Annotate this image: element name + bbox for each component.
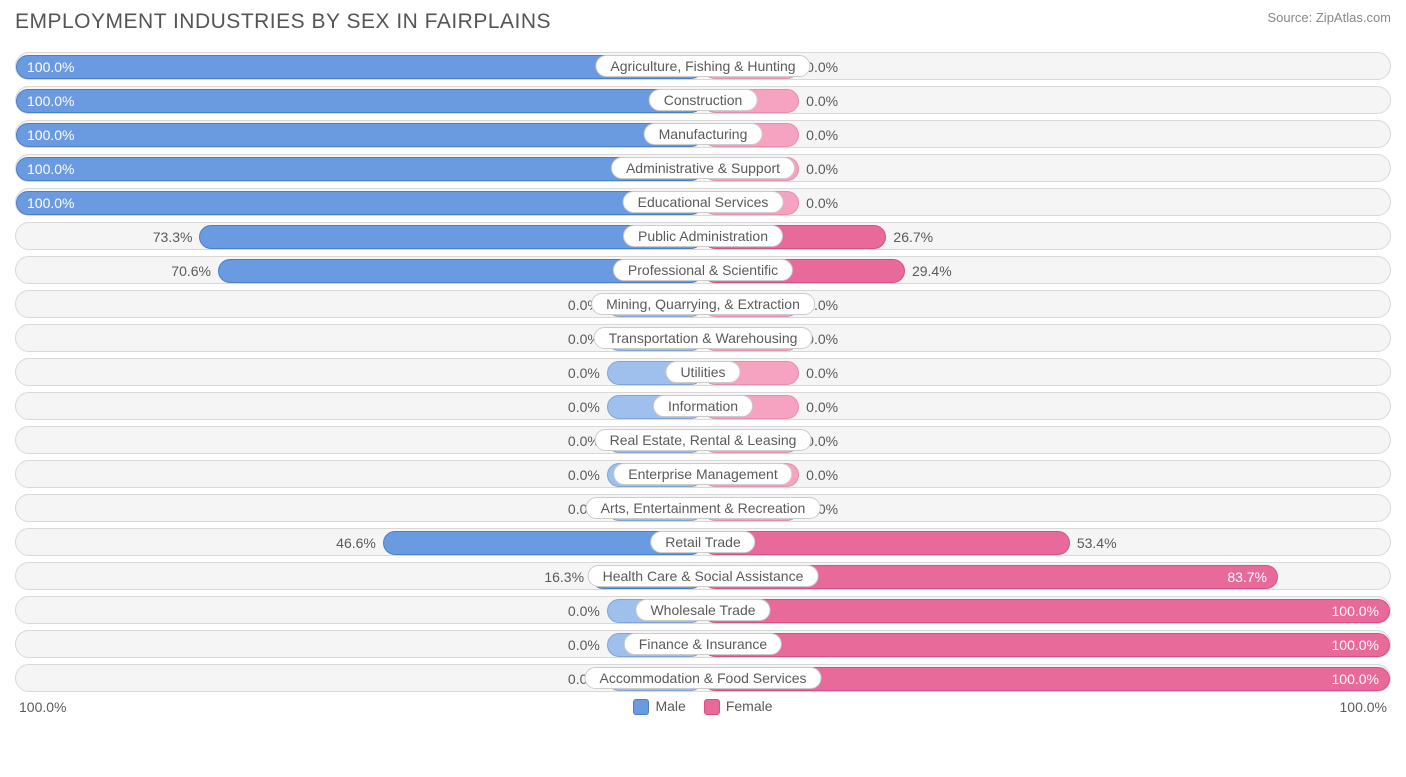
chart-row: 100.0% 0.0%Agriculture, Fishing & Hunting bbox=[15, 52, 1391, 80]
male-value: 0.0% bbox=[568, 603, 600, 619]
female-bar: 100.0% bbox=[703, 599, 1390, 623]
legend-female: Female bbox=[704, 698, 773, 715]
female-bar: 53.4% bbox=[703, 531, 1070, 555]
category-label: Arts, Entertainment & Recreation bbox=[586, 497, 821, 519]
male-swatch bbox=[633, 699, 649, 715]
category-label: Enterprise Management bbox=[613, 463, 792, 485]
category-label: Finance & Insurance bbox=[624, 633, 782, 655]
male-bar: 100.0% bbox=[16, 157, 703, 181]
female-value: 0.0% bbox=[806, 365, 838, 381]
chart-row: 0.0%0.0%Transportation & Warehousing bbox=[15, 324, 1391, 352]
female-value: 53.4% bbox=[1077, 535, 1117, 551]
male-bar: 100.0% bbox=[16, 89, 703, 113]
female-value: 0.0% bbox=[806, 161, 838, 177]
male-value: 16.3% bbox=[544, 569, 584, 585]
diverging-bar-chart: 100.0%0.0%Agriculture, Fishing & Hunting… bbox=[15, 52, 1391, 692]
legend-male: Male bbox=[633, 698, 685, 715]
category-label: Utilities bbox=[665, 361, 740, 383]
axis-right-label: 100.0% bbox=[1340, 699, 1387, 715]
chart-row: 100.0% 0.0% Manufacturing bbox=[15, 120, 1391, 148]
category-label: Public Administration bbox=[623, 225, 783, 247]
chart-row: 0.0%0.0%Real Estate, Rental & Leasing bbox=[15, 426, 1391, 454]
male-value: 0.0% bbox=[568, 399, 600, 415]
category-label: Wholesale Trade bbox=[635, 599, 770, 621]
chart-title: EMPLOYMENT INDUSTRIES BY SEX IN FAIRPLAI… bbox=[15, 10, 551, 34]
female-value: 0.0% bbox=[806, 93, 838, 109]
male-value: 0.0% bbox=[568, 637, 600, 653]
chart-row: 0.0% 100.0% Wholesale Trade bbox=[15, 596, 1391, 624]
category-label: Mining, Quarrying, & Extraction bbox=[591, 293, 815, 315]
male-bar: 100.0% bbox=[16, 191, 703, 215]
category-label: Retail Trade bbox=[650, 531, 755, 553]
chart-source: Source: ZipAtlas.com bbox=[1267, 10, 1391, 25]
female-value: 0.0% bbox=[806, 467, 838, 483]
female-value: 26.7% bbox=[893, 229, 933, 245]
category-label: Health Care & Social Assistance bbox=[588, 565, 819, 587]
male-value: 73.3% bbox=[153, 229, 193, 245]
chart-row: 0.0%0.0%Arts, Entertainment & Recreation bbox=[15, 494, 1391, 522]
category-label: Manufacturing bbox=[644, 123, 763, 145]
male-bar: 100.0% bbox=[16, 123, 703, 147]
female-value: 0.0% bbox=[806, 59, 838, 75]
chart-row: 46.6%53.4%Retail Trade bbox=[15, 528, 1391, 556]
female-value: 0.0% bbox=[806, 399, 838, 415]
category-label: Professional & Scientific bbox=[613, 259, 793, 281]
category-label: Administrative & Support bbox=[611, 157, 795, 179]
male-value: 100.0% bbox=[27, 161, 74, 177]
category-label: Information bbox=[653, 395, 753, 417]
female-value: 100.0% bbox=[1332, 603, 1379, 619]
male-value: 100.0% bbox=[27, 93, 74, 109]
female-value: 100.0% bbox=[1332, 671, 1379, 687]
chart-footer: 100.0% Male Female 100.0% bbox=[15, 698, 1391, 715]
female-value: 29.4% bbox=[912, 263, 952, 279]
male-value: 100.0% bbox=[27, 127, 74, 143]
chart-row: 0.0%100.0%Accommodation & Food Services bbox=[15, 664, 1391, 692]
female-swatch bbox=[704, 699, 720, 715]
axis-left-label: 100.0% bbox=[19, 699, 66, 715]
chart-row: 100.0% 0.0% Administrative & Support bbox=[15, 154, 1391, 182]
male-value: 70.6% bbox=[171, 263, 211, 279]
female-bar: 100.0% bbox=[703, 633, 1390, 657]
male-value: 0.0% bbox=[568, 365, 600, 381]
chart-row: 0.0% 0.0% Enterprise Management bbox=[15, 460, 1391, 488]
chart-row: 70.6% 29.4% Professional & Scientific bbox=[15, 256, 1391, 284]
male-value: 100.0% bbox=[27, 59, 74, 75]
category-label: Agriculture, Fishing & Hunting bbox=[595, 55, 810, 77]
category-label: Accommodation & Food Services bbox=[585, 667, 822, 689]
female-value: 0.0% bbox=[806, 195, 838, 211]
category-label: Transportation & Warehousing bbox=[594, 327, 813, 349]
male-value: 0.0% bbox=[568, 467, 600, 483]
chart-row: 100.0% 0.0% Educational Services bbox=[15, 188, 1391, 216]
female-value: 100.0% bbox=[1332, 637, 1379, 653]
chart-header: EMPLOYMENT INDUSTRIES BY SEX IN FAIRPLAI… bbox=[15, 10, 1391, 34]
female-value: 0.0% bbox=[806, 127, 838, 143]
chart-row: 0.0% 100.0% Finance & Insurance bbox=[15, 630, 1391, 658]
chart-row: 0.0% 0.0% Utilities bbox=[15, 358, 1391, 386]
category-label: Educational Services bbox=[623, 191, 784, 213]
legend: Male Female bbox=[633, 698, 772, 715]
chart-row: 16.3% 83.7% Health Care & Social Assistanc… bbox=[15, 562, 1391, 590]
chart-row: 100.0% 0.0% Construction bbox=[15, 86, 1391, 114]
chart-row: 0.0% 0.0% Information bbox=[15, 392, 1391, 420]
male-value: 46.6% bbox=[336, 535, 376, 551]
male-value: 100.0% bbox=[27, 195, 74, 211]
chart-row: 0.0%0.0%Mining, Quarrying, & Extraction bbox=[15, 290, 1391, 318]
category-label: Real Estate, Rental & Leasing bbox=[595, 429, 812, 451]
chart-row: 73.3% 26.7% Public Administration bbox=[15, 222, 1391, 250]
female-value: 83.7% bbox=[1227, 569, 1267, 585]
category-label: Construction bbox=[649, 89, 758, 111]
